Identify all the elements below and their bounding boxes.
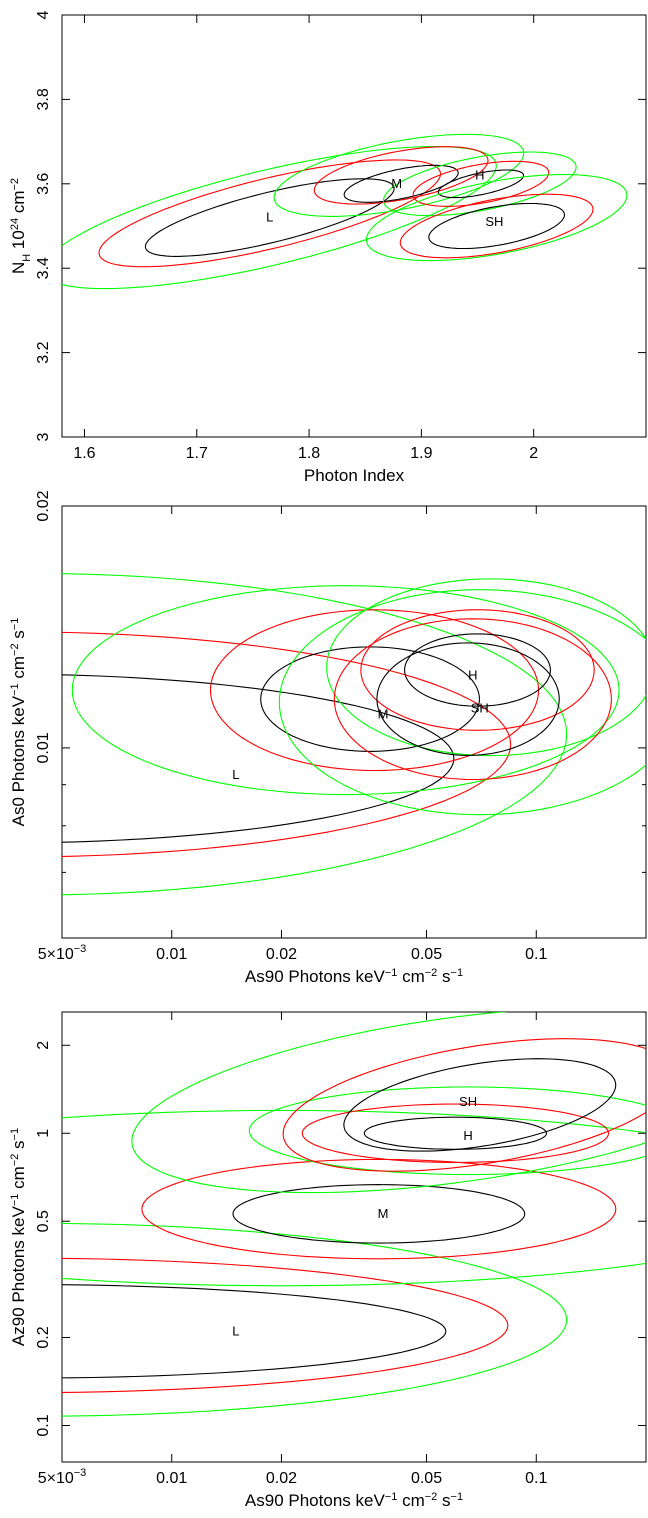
- region-label-m: M: [378, 1206, 389, 1221]
- contour-inner-h: [437, 169, 525, 199]
- y-tick-label: 4: [35, 10, 52, 19]
- contour-middle-m: [141, 1158, 617, 1260]
- contour-outer-sh: [131, 1012, 646, 1194]
- contour-middle-l: [62, 1257, 509, 1393]
- contour-inner-sh: [428, 202, 566, 250]
- contour-middle-l: [98, 159, 441, 268]
- panel-az90-vs-as90: L M H SH 5×10−3 0.01 0.02 0.05 0.1 0.1 0.2 0.5 1 2 As9…: [9, 1011, 647, 1510]
- region-label-h: H: [463, 1128, 472, 1143]
- x-tick-label: 0.02: [266, 1470, 297, 1487]
- contour-middle-sh: [399, 193, 594, 259]
- contour-middle-h: [360, 609, 595, 731]
- region-label-l: L: [232, 767, 239, 782]
- y-tick-label: 0.2: [35, 1326, 52, 1348]
- contour-middle-l: [62, 631, 512, 858]
- contour-middle-m: [313, 146, 489, 205]
- contour-group: [62, 133, 628, 290]
- y-axis-label: As0 Photons keV−1 cm−2 s−1: [9, 618, 28, 827]
- y-tick-label: 1: [35, 1129, 52, 1138]
- contour-inner-l: [144, 178, 395, 257]
- contour-inner-sh: [343, 1058, 617, 1152]
- contour-middle-sh: [333, 618, 612, 781]
- region-label-l: L: [266, 210, 273, 225]
- contour-outer-sh: [278, 589, 646, 816]
- y-tick-label: 3.6: [35, 173, 52, 195]
- y-tick-label: 2: [35, 1041, 52, 1050]
- x-tick-label: 0.05: [411, 1470, 442, 1487]
- contour-middle-h: [301, 1103, 610, 1164]
- contour-group: [62, 1012, 646, 1417]
- region-label-h: H: [475, 167, 484, 182]
- x-tick-label: 0.01: [156, 1470, 187, 1487]
- contour-outer-m: [71, 585, 620, 796]
- contour-inner-h: [404, 633, 551, 707]
- x-tick-label: 0.1: [525, 1470, 547, 1487]
- y-tick-label: 3.4: [35, 257, 52, 279]
- y-tick-label: 3.8: [35, 88, 52, 110]
- x-tick-label: 2: [529, 445, 538, 462]
- contour-outer-m: [273, 133, 525, 217]
- plot-frame: [61, 14, 647, 438]
- region-label-m: M: [391, 176, 402, 191]
- x-tick-label: 0.1: [525, 946, 547, 963]
- y-axis-label: Az90 Photons keV−1 cm−2 s−1: [9, 1128, 28, 1346]
- x-tick-label: 1.6: [73, 445, 95, 462]
- plot-frame: [61, 505, 647, 939]
- contour-inner-l: [62, 1284, 447, 1379]
- x-axis-label: Photon Index: [304, 466, 405, 485]
- contour-middle-m: [209, 609, 540, 772]
- y-axis-label: NH 1024 cm−2: [9, 178, 33, 274]
- x-tick-label: 0.02: [266, 946, 297, 963]
- x-axis-label: As90 Photons keV−1 cm−2 s−1: [245, 967, 463, 986]
- x-tick-label: 1.9: [410, 445, 432, 462]
- contour-outer-sh: [365, 173, 628, 262]
- panel-photon-index-vs-nh: L M H SH 1.6 1.7 1.8 1.9 2 3 3.2 3.4 3.6 3.8 4 Photon I…: [9, 10, 647, 485]
- contour-outer-l: [62, 1222, 568, 1417]
- contour-outer-l: [62, 145, 497, 290]
- y-tick-label: 0.02: [35, 490, 52, 521]
- contour-middle-sh: [282, 1038, 646, 1172]
- contour-outer-h: [326, 578, 646, 757]
- x-axis-label: As90 Photons keV−1 cm−2 s−1: [245, 1491, 463, 1510]
- region-label-sh: SH: [459, 1094, 477, 1109]
- contour-outer-h: [382, 151, 577, 217]
- region-label-m: M: [378, 707, 389, 722]
- contour-inner-l: [62, 674, 455, 843]
- x-tick-label: 0.05: [411, 946, 442, 963]
- panel-as0-vs-as90: L M H SH 5×10−3 0.01 0.02 0.05 0.1 0.01 0.02 As90 P…: [9, 490, 647, 986]
- contour-middle-h: [412, 160, 550, 207]
- region-label-sh: SH: [485, 214, 503, 229]
- y-tick-label: 3: [35, 432, 52, 441]
- y-tick-label: 3.2: [35, 341, 52, 363]
- contour-inner-m: [232, 1184, 526, 1244]
- y-tick-label: 0.01: [35, 732, 52, 763]
- x-tick-label: 1.7: [186, 445, 208, 462]
- region-label-h: H: [468, 668, 477, 683]
- region-label-l: L: [232, 1323, 239, 1338]
- contour-inner-m: [260, 646, 480, 752]
- x-tick-label: 5×10−3: [38, 1467, 87, 1487]
- y-tick-label: 0.5: [35, 1210, 52, 1232]
- y-tick-label: 0.1: [35, 1414, 52, 1436]
- contour-outer-m: [62, 1109, 646, 1287]
- contour-outer-l: [62, 573, 568, 896]
- contour-group: [62, 573, 646, 896]
- contour-inner-h: [363, 1116, 548, 1150]
- x-tick-label: 0.01: [156, 946, 187, 963]
- contour-outer-h: [248, 1086, 646, 1176]
- region-label-sh: SH: [471, 700, 489, 715]
- x-tick-label: 1.8: [298, 445, 320, 462]
- contour-inner-sh: [376, 642, 560, 756]
- x-tick-label: 5×10−3: [38, 943, 87, 963]
- plot-frame: [61, 1011, 647, 1463]
